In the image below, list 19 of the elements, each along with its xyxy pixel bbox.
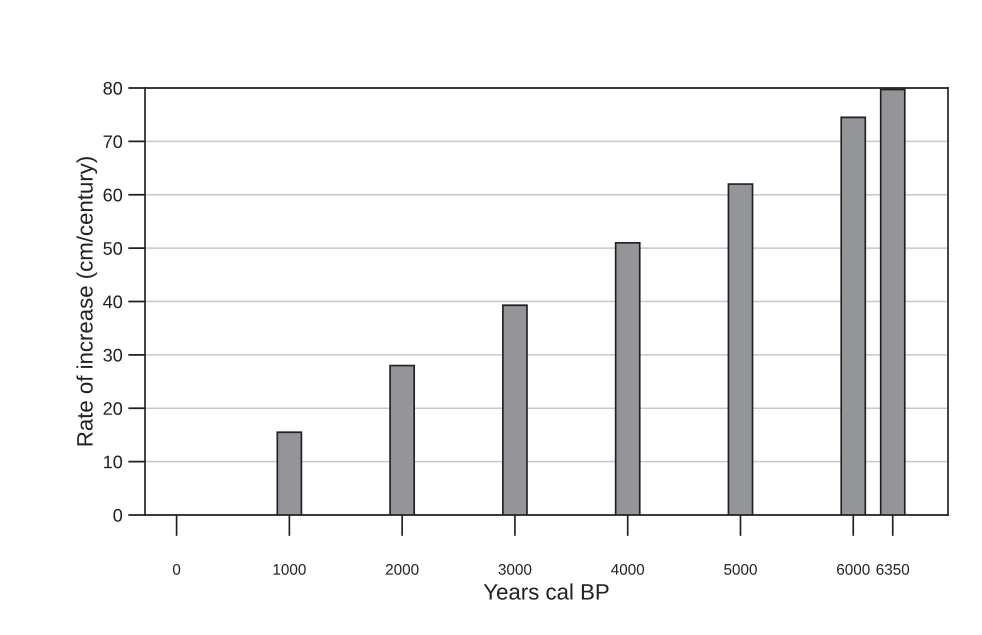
x-tick-label: 6350 [876, 564, 910, 575]
x-tick-label: 1000 [274, 564, 306, 575]
y-tick-label: 80 [103, 82, 122, 95]
y-tick-label: 60 [104, 188, 122, 202]
x-tick-label: 5000 [724, 564, 757, 575]
y-tick-label: 20 [104, 402, 122, 415]
y-tick-label: 30 [103, 348, 122, 362]
y-axis-title: Rate of increase (cm/century) [76, 157, 98, 446]
y-tick-label: 40 [103, 295, 122, 308]
y-tick-label: 0 [113, 508, 122, 522]
x-tick-label: 3000 [498, 564, 532, 575]
x-tick-label: 6000 [837, 564, 870, 575]
y-tick-label: 50 [103, 242, 122, 255]
x-axis-title: Years cal BP [484, 583, 609, 600]
y-tick-label: 10 [104, 456, 122, 468]
x-tick-label: 0 [172, 564, 180, 575]
x-tick-label: 4000 [611, 564, 644, 575]
x-tick-label: 2000 [386, 564, 419, 575]
y-tick-label: 70 [104, 135, 122, 148]
